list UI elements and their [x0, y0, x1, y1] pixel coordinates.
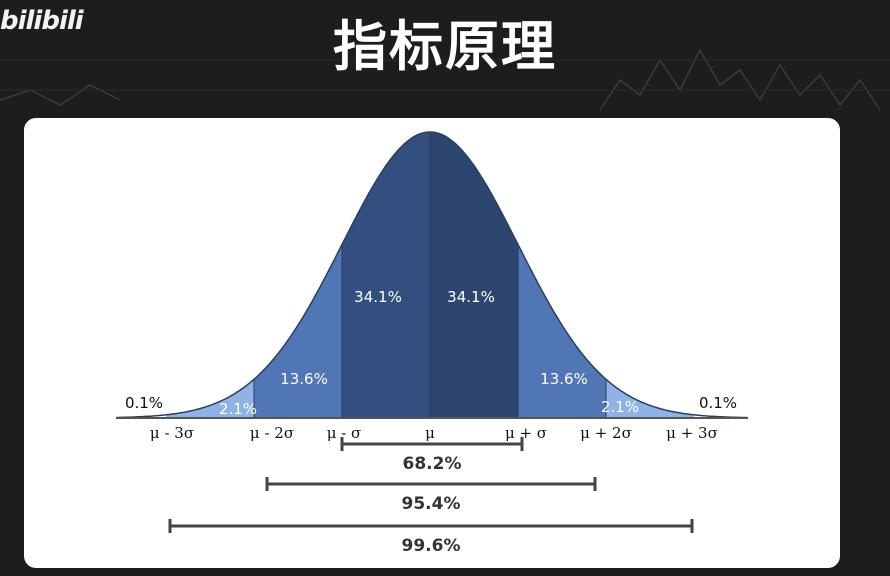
region-label-right-1sigma: 13.6%	[540, 370, 588, 388]
range-bracket: 68.2%	[340, 437, 524, 474]
region-label-right-2sigma: 2.1%	[601, 398, 639, 416]
region-label-left-2sigma: 2.1%	[219, 400, 257, 418]
diagram-card: 0.1% 2.1% 13.6% 34.1% 34.1% 13.6% 2.1% 0.1% μ -…	[24, 118, 840, 568]
axis-label: μ	[425, 424, 435, 442]
region-left-2sigma	[166, 379, 254, 418]
axis-label: μ - 3σ	[150, 424, 194, 442]
region-right-center	[430, 132, 518, 418]
axis-label: μ + 2σ	[580, 424, 632, 442]
region-label-left-1sigma: 13.6%	[280, 370, 328, 388]
range-label: 99.6%	[402, 536, 461, 556]
region-right-2sigma	[606, 379, 694, 418]
page-title: 指标原理	[333, 15, 557, 78]
range-bracket: 99.6%	[168, 519, 694, 556]
normal-distribution-diagram: 0.1% 2.1% 13.6% 34.1% 34.1% 13.6% 2.1% 0.1% μ -…	[116, 131, 749, 556]
region-label-left-center: 34.1%	[354, 288, 402, 306]
range-label: 95.4%	[402, 494, 461, 514]
axis-label: μ + σ	[505, 424, 547, 442]
bell-curve-outline	[116, 131, 749, 419]
axis-label: μ - 2σ	[250, 424, 294, 442]
axis-label: μ - σ	[327, 424, 362, 442]
region-label-right-tail: 0.1%	[699, 394, 737, 412]
range-label: 68.2%	[403, 454, 462, 474]
axis-label: μ + 3σ	[666, 424, 718, 442]
region-left-center	[342, 132, 430, 418]
region-label-left-tail: 0.1%	[125, 394, 163, 412]
bilibili-logo: bilibili	[0, 6, 84, 36]
range-bracket: 95.4%	[265, 477, 597, 514]
region-label-right-center: 34.1%	[447, 288, 495, 306]
